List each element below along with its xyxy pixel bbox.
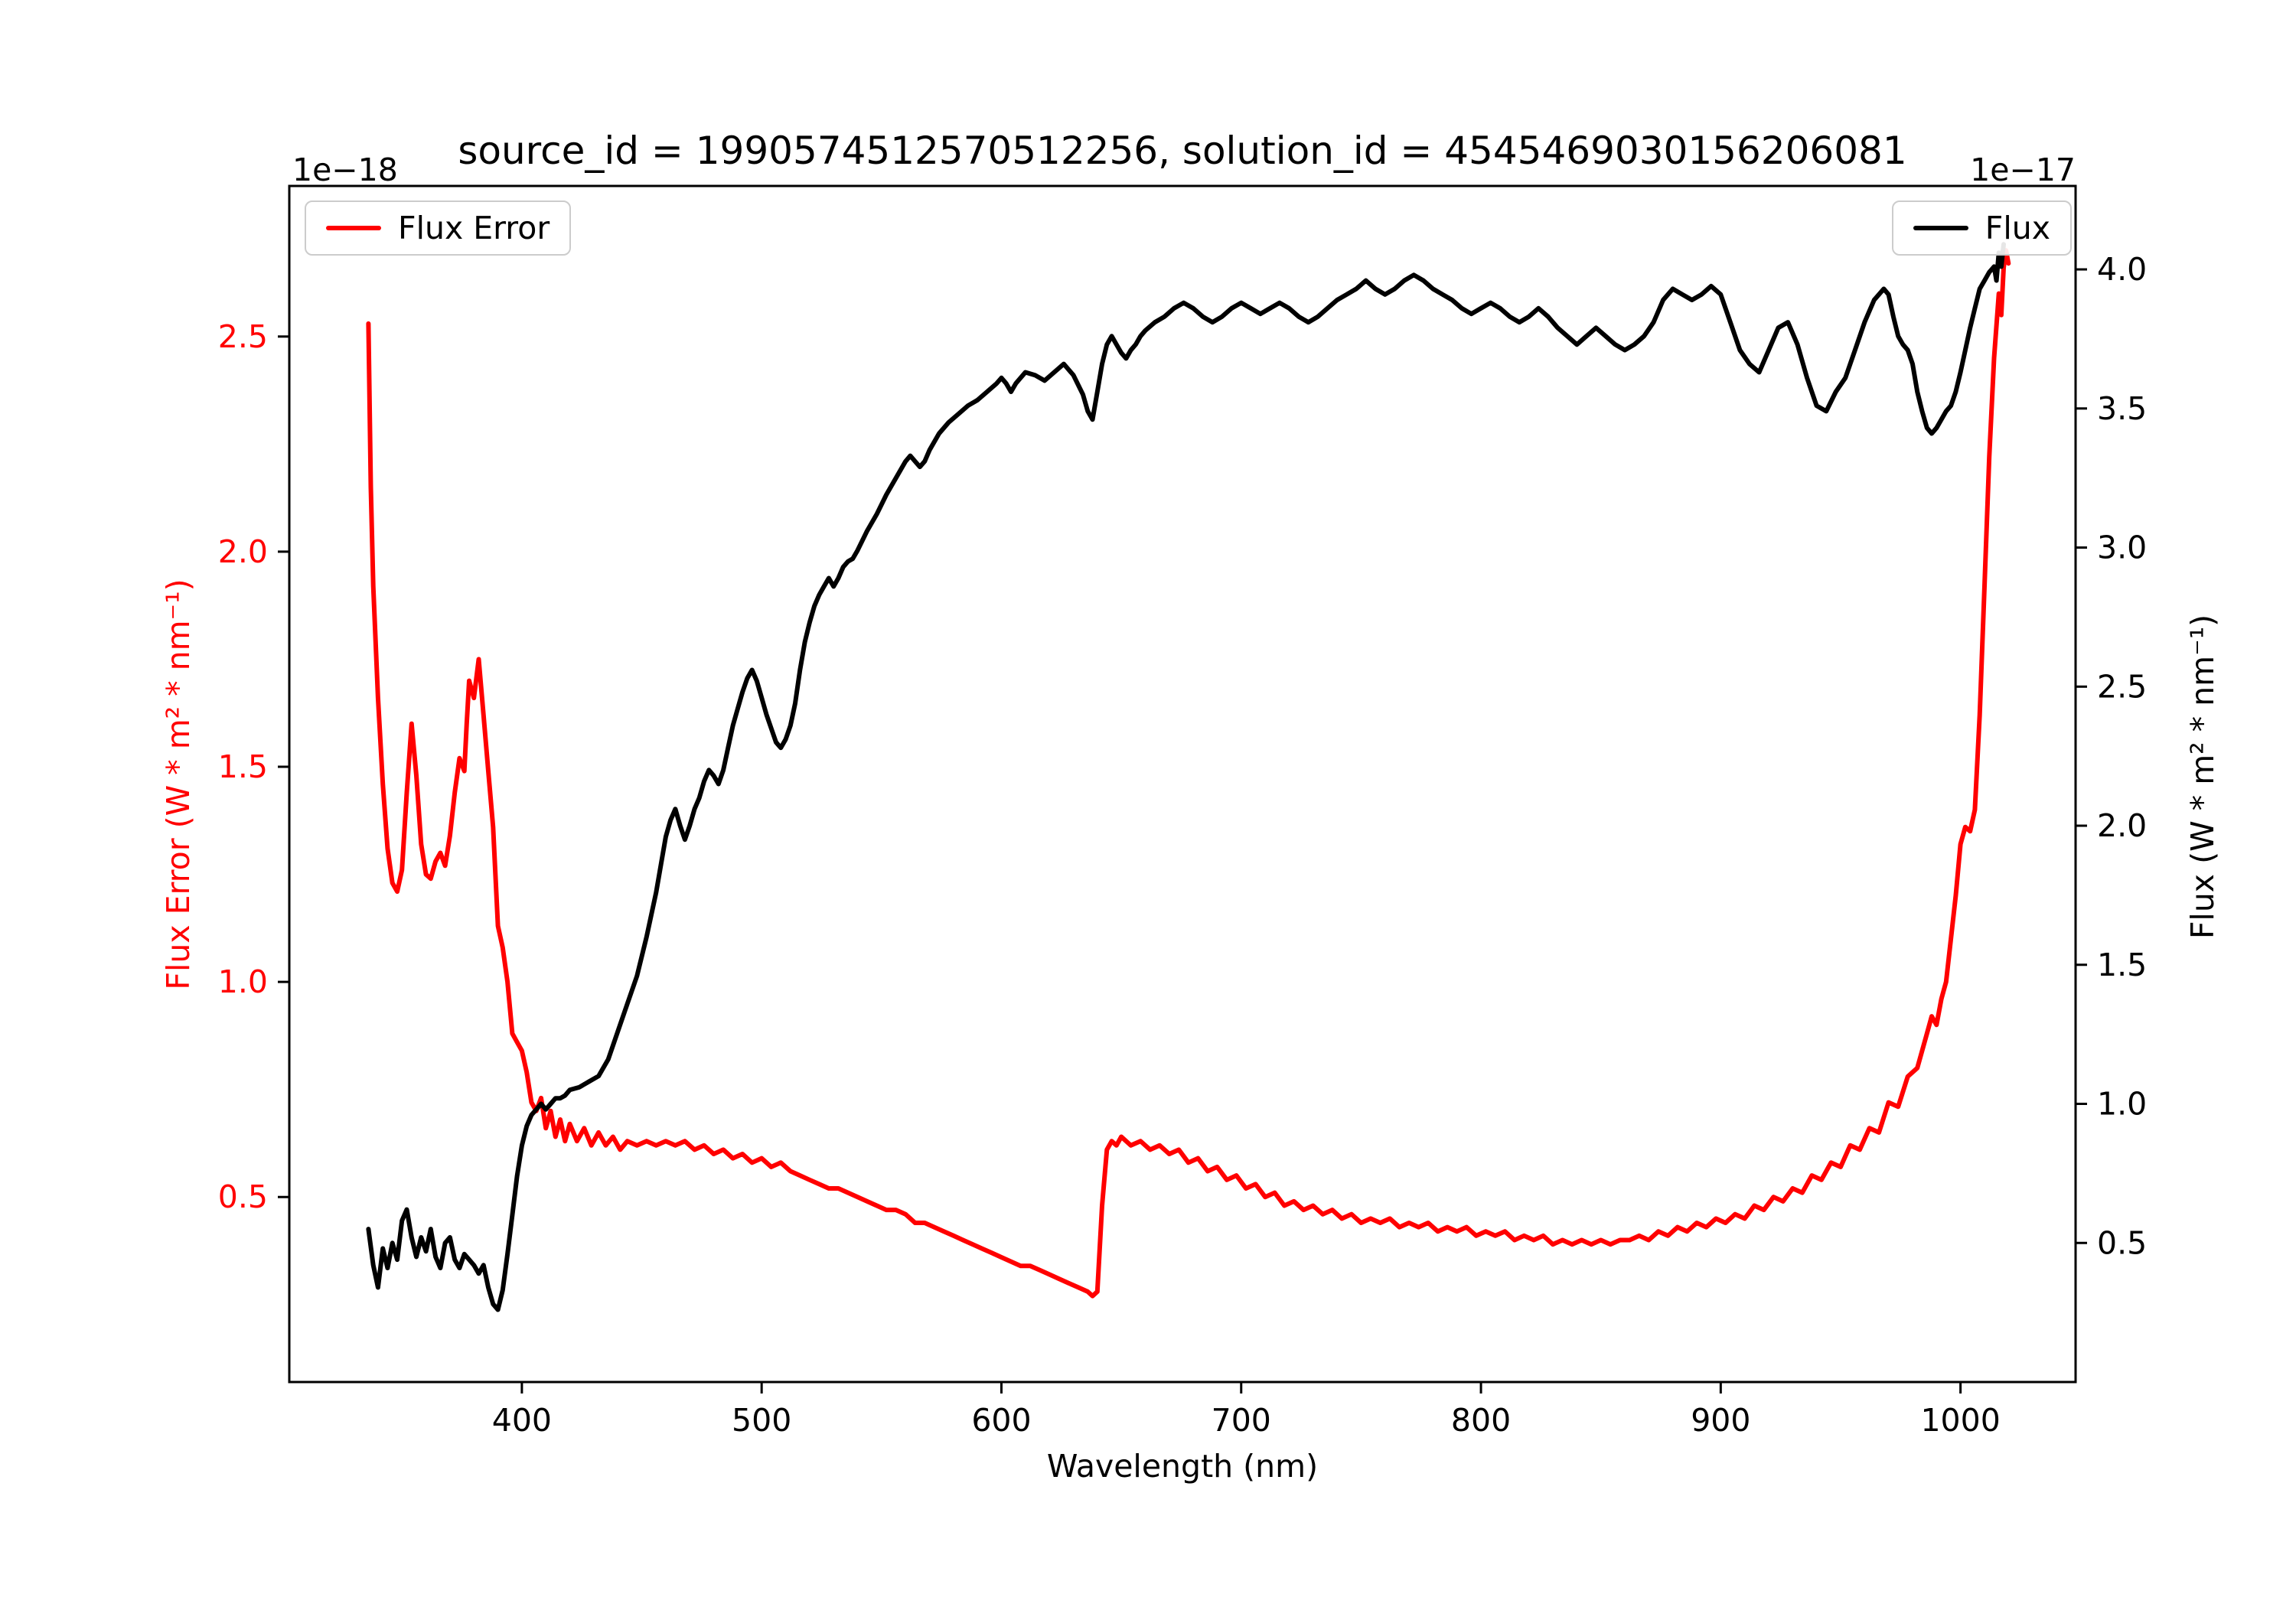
x-tick-label: 1000: [1920, 1402, 2000, 1439]
axes-frame: [288, 184, 2077, 1384]
left-y-tick-label: 2.5: [218, 318, 268, 355]
flux-legend: Flux: [1891, 200, 2072, 256]
right-y-tick-label: 2.0: [2097, 807, 2147, 844]
x-tick-label: 600: [971, 1402, 1031, 1439]
right-y-tick-label: 1.5: [2097, 947, 2147, 983]
x-tick-label: 700: [1212, 1402, 1271, 1439]
x-tick-label: 900: [1691, 1402, 1750, 1439]
x-tick-label: 500: [732, 1402, 791, 1439]
flux-legend-line: [1913, 226, 1968, 230]
right-y-tick-label: 1.0: [2097, 1086, 2147, 1123]
chart-title: source_id = 1990574512570512256, solutio…: [458, 129, 1907, 173]
flux-legend-label: Flux: [1985, 210, 2050, 246]
left-y-tick-label: 1.5: [218, 748, 268, 785]
left-axis-label: Flux Error (W * m² * nm⁻¹): [160, 579, 197, 990]
flux-error-legend-line: [326, 226, 381, 230]
flux-error-legend: Flux Error: [305, 200, 572, 256]
right-y-tick-label: 3.0: [2097, 530, 2147, 566]
left-axis-scale-label: 1e−18: [292, 152, 398, 188]
flux-error-line: [366, 248, 2011, 1299]
x-tick-label: 400: [492, 1402, 552, 1439]
right-y-tick-label: 2.5: [2097, 668, 2147, 705]
left-y-tick-label: 1.0: [218, 963, 268, 1000]
left-y-tick-label: 0.5: [218, 1178, 268, 1215]
right-y-tick-label: 3.5: [2097, 390, 2147, 427]
flux-line: [366, 242, 2006, 1312]
x-tick-label: 800: [1451, 1402, 1511, 1439]
x-axis-label: Wavelength (nm): [1046, 1448, 1319, 1485]
right-axis-scale-label: 1e−17: [1970, 152, 2076, 188]
right-axis-label: Flux (W * m² * nm⁻¹): [2184, 614, 2221, 940]
flux-error-legend-label: Flux Error: [398, 210, 550, 246]
left-y-tick-label: 2.0: [218, 533, 268, 570]
right-y-tick-label: 4.0: [2097, 251, 2147, 288]
right-y-tick-label: 0.5: [2097, 1224, 2147, 1261]
